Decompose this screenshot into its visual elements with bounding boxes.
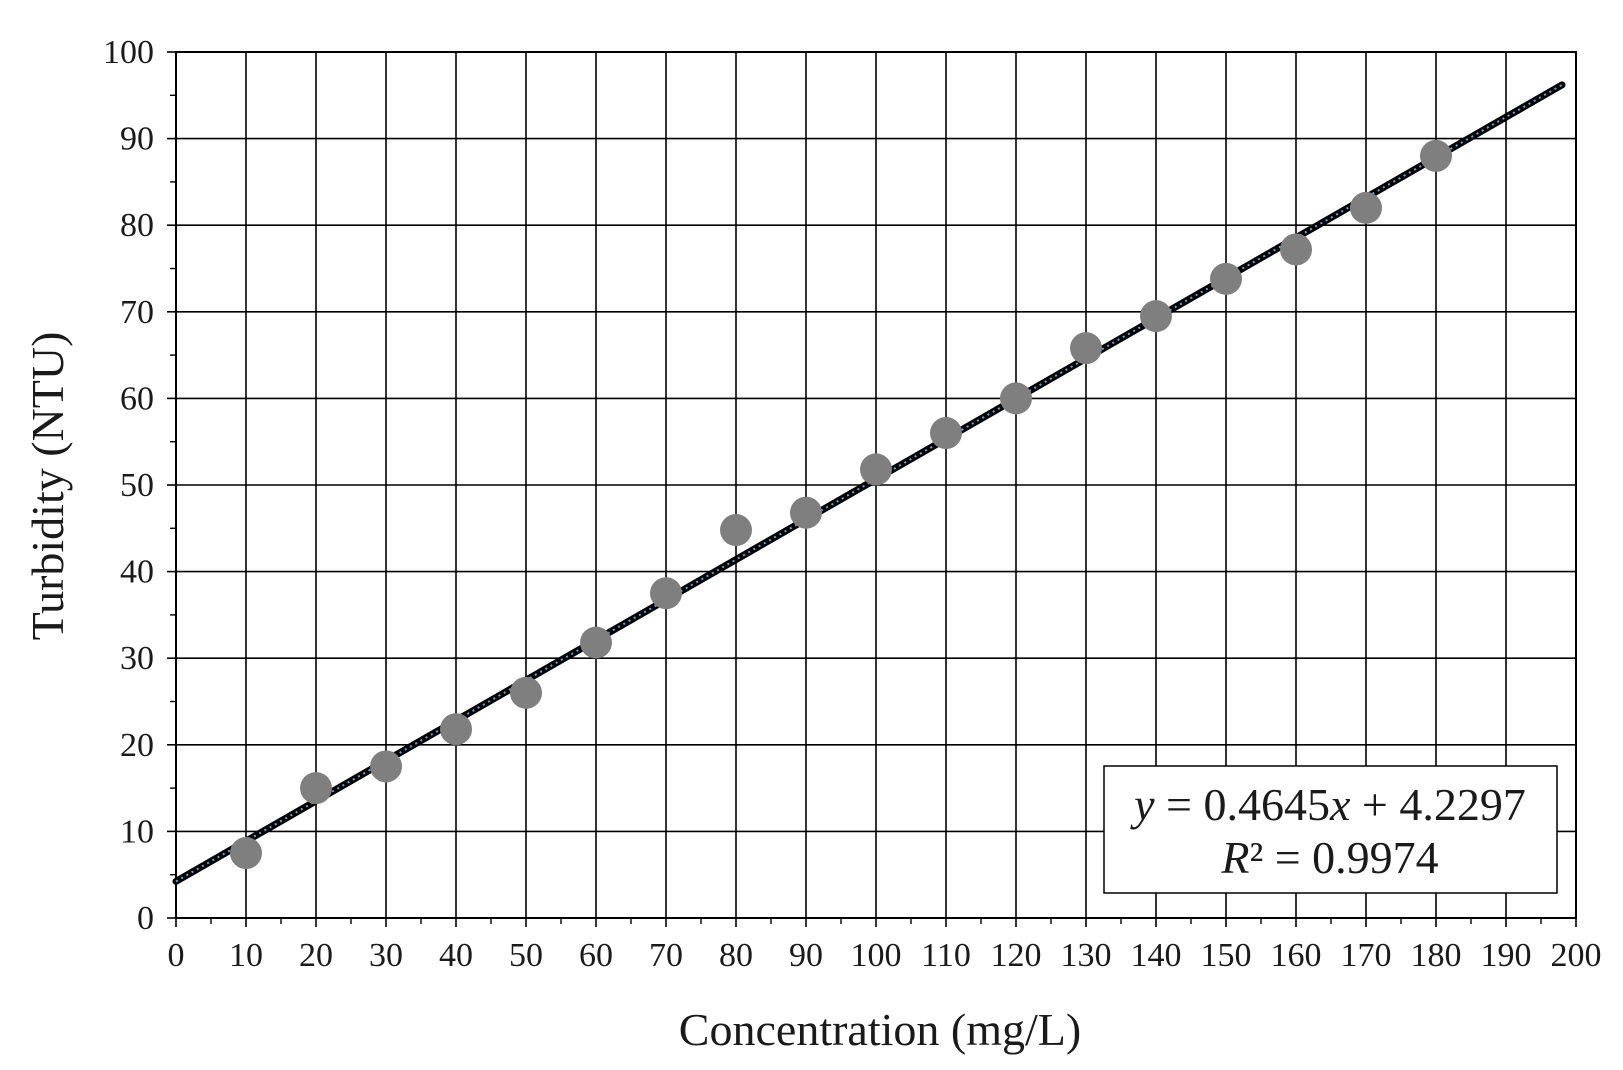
data-point: [370, 750, 402, 783]
data-point: [1000, 382, 1032, 415]
equation-intercept: + 4.2297: [1350, 779, 1525, 830]
x-tick-label: 170: [1341, 937, 1392, 974]
x-tick-label: 140: [1131, 937, 1182, 974]
data-point: [1280, 233, 1312, 266]
x-tick-label: 110: [921, 937, 971, 974]
equation-box: y = 0.4645x + 4.2297 R² = 0.9974: [1103, 765, 1558, 894]
y-tick-label: 60: [120, 380, 154, 417]
x-tick-label: 160: [1271, 937, 1322, 974]
x-tick-label: 50: [509, 937, 543, 974]
y-tick-label: 50: [120, 467, 154, 504]
y-tick-label: 10: [120, 813, 154, 850]
x-tick-label: 80: [719, 937, 753, 974]
y-tick-label: 80: [120, 207, 154, 244]
x-tick-label: 120: [991, 937, 1042, 974]
x-tick-label: 60: [579, 937, 613, 974]
data-point: [300, 772, 332, 805]
y-tick-label: 100: [103, 34, 154, 71]
x-tick-label: 190: [1481, 937, 1532, 974]
equation-slope: = 0.4645: [1155, 779, 1330, 830]
data-point: [790, 496, 822, 529]
y-tick-label: 70: [120, 294, 154, 331]
data-point: [580, 626, 612, 659]
data-point: [1140, 300, 1172, 333]
data-point: [1070, 332, 1102, 365]
data-point: [440, 713, 472, 746]
x-tick-label: 180: [1411, 937, 1462, 974]
data-point: [230, 837, 262, 870]
data-point: [1350, 191, 1382, 224]
data-point: [720, 514, 752, 547]
x-tick-label: 130: [1061, 937, 1112, 974]
x-tick-label: 20: [299, 937, 333, 974]
data-point: [650, 577, 682, 610]
axis-ticks: [167, 51, 1577, 927]
y-tick-label: 90: [120, 121, 154, 158]
tick-labels: 0 10 20 30 40 50 60 70 80 90 100 110 120 130 140 150 160…: [103, 34, 1602, 974]
y-tick-label: 40: [120, 554, 154, 591]
data-point: [1210, 262, 1242, 295]
y-tick-label: 0: [137, 900, 154, 937]
data-points: [230, 139, 1452, 870]
x-tick-label: 10: [229, 937, 263, 974]
trendline-equation: y = 0.4645x + 4.2297: [1130, 779, 1526, 830]
equation-x-var: x: [1329, 779, 1351, 830]
data-point: [860, 453, 892, 486]
r-squared-var: R: [1220, 832, 1249, 883]
data-point: [1420, 139, 1452, 172]
x-tick-label: 40: [439, 937, 473, 974]
r-squared: R² = 0.9974: [1220, 832, 1438, 883]
r-squared-value: ² = 0.9974: [1249, 832, 1438, 883]
equation-y-var: y: [1130, 779, 1155, 830]
x-tick-label: 150: [1201, 937, 1252, 974]
x-tick-label: 200: [1551, 937, 1602, 974]
x-tick-label: 100: [851, 937, 902, 974]
x-tick-label: 0: [168, 937, 185, 974]
x-tick-label: 90: [789, 937, 823, 974]
y-axis-title: Turbidity (NTU): [22, 332, 73, 641]
x-tick-label: 30: [369, 937, 403, 974]
equation-box-frame: [1103, 765, 1558, 894]
y-tick-label: 30: [120, 640, 154, 677]
data-point: [930, 417, 962, 450]
x-tick-label: 70: [649, 937, 683, 974]
y-tick-label: 20: [120, 727, 154, 764]
x-axis-title: Concentration (mg/L): [679, 1004, 1081, 1055]
data-point: [510, 676, 542, 709]
